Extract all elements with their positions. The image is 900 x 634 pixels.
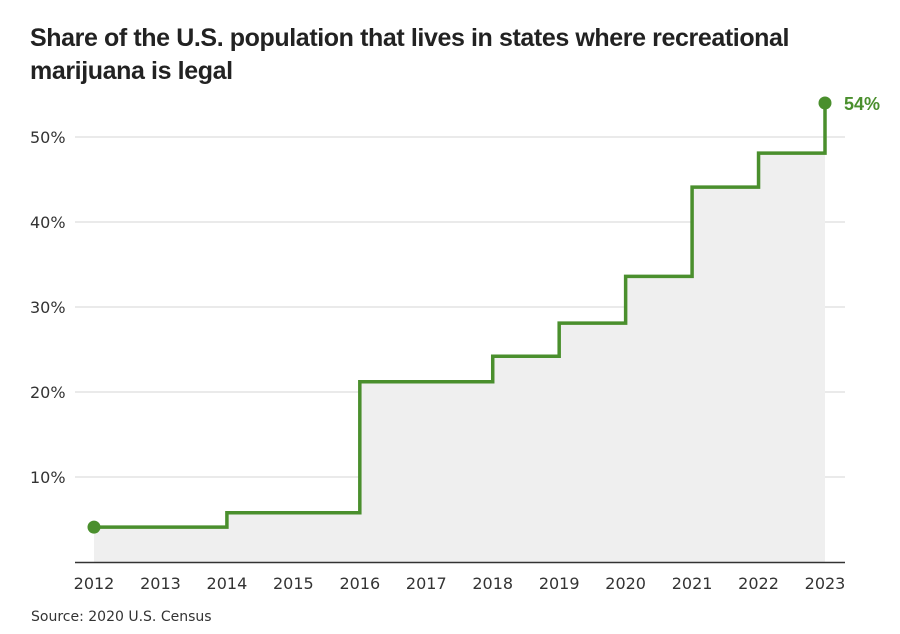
- x-axis-ticks: 2012 2013 2014 2015 2016 2017 2018 2019 2020 2021…: [74, 574, 846, 593]
- x-tick-label: 2017: [406, 574, 447, 593]
- area-under-line: [94, 103, 825, 562]
- x-tick-label: 2020: [605, 574, 646, 593]
- source-note: Source: 2020 U.S. Census: [31, 609, 212, 625]
- step-line: [94, 103, 827, 529]
- x-tick-label: 2021: [672, 574, 713, 593]
- x-tick-label: 2023: [805, 574, 846, 593]
- end-point-marker: [818, 96, 832, 110]
- y-tick-label: 10%: [30, 468, 66, 487]
- y-axis-ticks: 10% 20% 30% 40% 50%: [30, 128, 66, 487]
- start-point-marker: [87, 520, 101, 534]
- area-fill: [94, 103, 825, 562]
- end-value-label: 54%: [844, 94, 880, 114]
- x-tick-label: 2019: [539, 574, 580, 593]
- y-tick-label: 50%: [30, 128, 66, 147]
- chart-title: Share of the U.S. population that lives …: [30, 24, 790, 85]
- x-tick-label: 2016: [339, 574, 380, 593]
- x-tick-label: 2012: [74, 574, 115, 593]
- series-line: [94, 103, 827, 529]
- series-markers: [87, 96, 832, 534]
- x-tick-label: 2014: [207, 574, 248, 593]
- x-tick-label: 2022: [738, 574, 779, 593]
- x-tick-label: 2015: [273, 574, 314, 593]
- x-tick-label: 2018: [472, 574, 513, 593]
- y-tick-label: 40%: [30, 213, 66, 232]
- y-tick-label: 30%: [30, 298, 66, 317]
- x-tick-label: 2013: [140, 574, 181, 593]
- y-tick-label: 20%: [30, 383, 66, 402]
